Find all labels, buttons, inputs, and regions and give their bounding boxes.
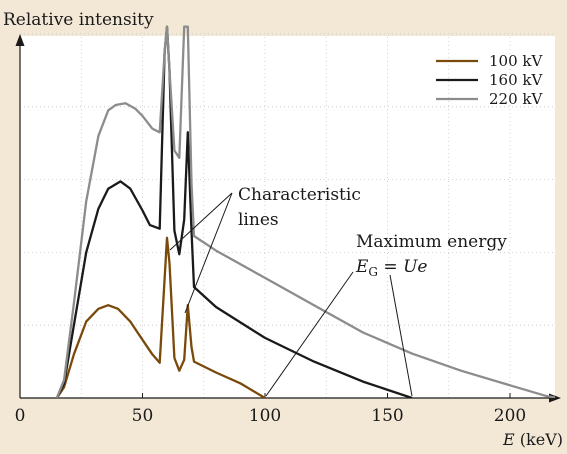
legend-label: 160 kV — [489, 71, 543, 89]
leader-line-to-100kv-second-peak — [184, 192, 233, 314]
x-axis-title: E (keV) — [502, 430, 563, 449]
leader-line-to-160kv-end — [389, 274, 413, 397]
annotation-formula: EG = Ue — [355, 257, 427, 279]
x-tick-label: 0 — [15, 406, 26, 426]
x-tick-label: 200 — [494, 406, 526, 426]
annotation-characteristic: Characteristic — [238, 185, 361, 205]
series-line-220-kv — [55, 25, 555, 398]
leader-line-to-100kv-peak — [169, 192, 233, 251]
x-axis-unit: (keV) — [515, 430, 563, 449]
legend-label: 220 kV — [489, 90, 543, 108]
formula-subscript-g: G — [368, 265, 378, 279]
x-axis-symbol: E — [502, 430, 515, 449]
x-tick-label: 50 — [132, 406, 154, 426]
x-tick-label: 150 — [371, 406, 403, 426]
x-tick-label: 100 — [249, 406, 281, 426]
annotation-maximum-energy-text: Maximum energy — [356, 232, 507, 252]
formula-ue: Ue — [403, 257, 427, 277]
formula-e: E — [355, 257, 369, 277]
y-axis-title: Relative intensity — [3, 10, 154, 30]
y-axis-arrow — [15, 34, 25, 46]
series-line-100-kv — [55, 236, 266, 398]
annotation-lines: lines — [238, 210, 279, 230]
annotation-maximum-energy: Maximum energy EG = Ue — [265, 232, 507, 397]
legend-label: 100 kV — [489, 52, 543, 70]
formula-equals: = — [378, 257, 403, 277]
annotation-characteristic-lines: Characteristic lines — [169, 185, 361, 314]
plot-area — [20, 36, 555, 398]
leader-line-to-100kv-end — [265, 271, 354, 397]
